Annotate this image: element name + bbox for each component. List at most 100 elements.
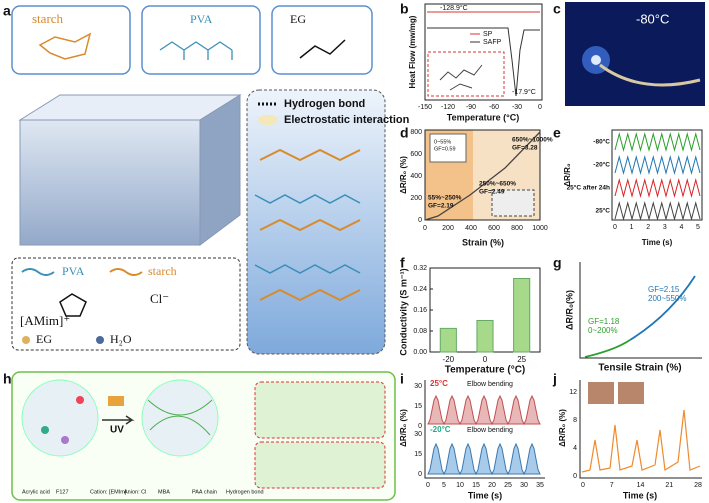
axes [424, 380, 545, 479]
eg-dot [22, 336, 30, 344]
y-label: ΔR/R₀ (%) [558, 409, 567, 447]
signal-minus20 [427, 442, 541, 476]
y-tick-label: 8 [573, 417, 577, 424]
row-label: -80°C [593, 138, 610, 146]
inset [429, 133, 467, 163]
x-tick-label: 0 [538, 104, 542, 111]
x-tick-label: 30 [520, 482, 528, 489]
row-label: 25°C [595, 207, 610, 215]
panel-b: -128.9°C -17.9°C SP SAFP Heat Flow (mw/m… [408, 3, 543, 122]
y-tick-label: 0.00 [413, 349, 427, 356]
signal [614, 132, 701, 152]
panel-i: 25°C -20°C Elbow bending Elbow bending Δ… [399, 379, 545, 500]
panel-e: -80°C -20°C 25°C after 24h 25°C ΔR/R₀ Time … [563, 129, 703, 247]
y-tick-label: 15 [414, 451, 422, 458]
x-tick-label: -30 [512, 104, 522, 111]
pva-structure [159, 41, 233, 60]
panel-a: starch PVA EG PVA starch Cl⁻ [AMim]⁺ EG … [11, 5, 410, 355]
row-label: -20°C [593, 161, 610, 169]
annotation: 200~550% [648, 294, 686, 303]
legend-label: H₂O [110, 332, 132, 346]
imidazolium [59, 293, 87, 317]
y-tick-label: 0.08 [413, 328, 427, 335]
x-tick-label: 21 [665, 482, 673, 489]
curve-low [584, 339, 631, 358]
axes [429, 267, 541, 353]
photo-inset [491, 189, 535, 217]
zoom-box [254, 441, 386, 489]
starch-icon [109, 268, 143, 276]
y-tick-label: 600 [410, 151, 422, 158]
legend-label: Cation: [EMIm] [90, 489, 127, 495]
panel-c: -80°C [565, 2, 705, 106]
panel-f: Conductivity (S m⁻¹) Temperature (°C) 0.… [398, 265, 541, 376]
x-tick-label: 5 [696, 224, 700, 231]
panel-label: e [553, 125, 561, 141]
axes [579, 262, 702, 359]
annotation: -128.9°C [440, 4, 468, 12]
photo [618, 382, 644, 404]
panel-j: ΔR/R₀ (%) Time (s) [558, 380, 702, 500]
x-tick-label: 1 [630, 224, 634, 231]
y-tick-label: 15 [414, 403, 422, 410]
panel-d: 650%~1000% GF=3.28 250%~650% GF=2.49 55%… [399, 129, 553, 247]
y-tick-label: 30 [414, 431, 422, 438]
panel-label: d [400, 125, 409, 141]
legend-label: [AMim]⁺ [20, 313, 70, 328]
legend-label: MBA [158, 489, 170, 495]
molecule-label: EG [290, 12, 306, 26]
dot [41, 426, 49, 434]
inset-box [427, 51, 505, 97]
starch-structure [38, 32, 92, 60]
y-label: Heat Flow (mw/mg) [408, 15, 417, 88]
x-tick-label: 7 [610, 482, 614, 489]
x-tick-label: 35 [536, 482, 544, 489]
x-tick-label: 0 [426, 482, 430, 489]
x-tick-label: 600 [488, 225, 500, 232]
uv-label: UV [110, 425, 124, 436]
legend-label: starch [148, 264, 177, 278]
x-tick-label: -150 [418, 104, 432, 111]
panel-label: b [400, 1, 409, 17]
signal [581, 409, 701, 473]
x-label: Time (s) [642, 238, 673, 247]
legend-label: F127 [56, 489, 69, 495]
legend-label: Hydrogen bond [284, 98, 365, 110]
annotation: GF=2.15 [648, 285, 680, 294]
x-tick-label: 25 [504, 482, 512, 489]
y-tick-label: 0 [418, 217, 422, 224]
inset-structure [439, 64, 483, 91]
x-tick-label: 0 [613, 224, 617, 231]
row-title: Elbow bending [467, 427, 513, 434]
y-tick-label: 0.16 [413, 307, 427, 314]
x-tick-label: 15 [472, 482, 480, 489]
x-label: Strain (%) [462, 237, 504, 247]
axes [579, 380, 702, 479]
gel-network [141, 379, 219, 457]
pva-chains [254, 194, 361, 274]
y-tick-label: 200 [410, 195, 422, 202]
eg-structure [299, 39, 346, 59]
x-tick-label: 200 [442, 225, 454, 232]
box [271, 5, 373, 75]
cube-side [199, 94, 241, 246]
legend-label: EG [36, 332, 52, 346]
cube-front [19, 119, 201, 246]
y-label: ΔR/R₀ (%) [399, 156, 408, 194]
y-tick-label: 0 [418, 423, 422, 430]
y-tick-label: 800 [410, 129, 422, 136]
y-tick-label: 0.32 [413, 265, 427, 272]
x-label: Time (s) [623, 490, 657, 500]
x-tick-label: 28 [694, 482, 702, 489]
molecule-label: starch [32, 11, 64, 26]
signal [614, 201, 701, 221]
annotation: 650%~1000% [512, 137, 553, 144]
panel-label: a [3, 3, 11, 19]
y-label: Conductivity (S m⁻¹) [398, 268, 408, 355]
safp-curve [427, 27, 540, 97]
x-label: Tensile Strain (%) [598, 363, 681, 374]
x-tick-label: 20 [488, 482, 496, 489]
legend-label: Electrostatic interaction [284, 114, 410, 126]
row-label: 25°C [430, 379, 448, 388]
legend-label: Anion: Cl [124, 489, 146, 495]
